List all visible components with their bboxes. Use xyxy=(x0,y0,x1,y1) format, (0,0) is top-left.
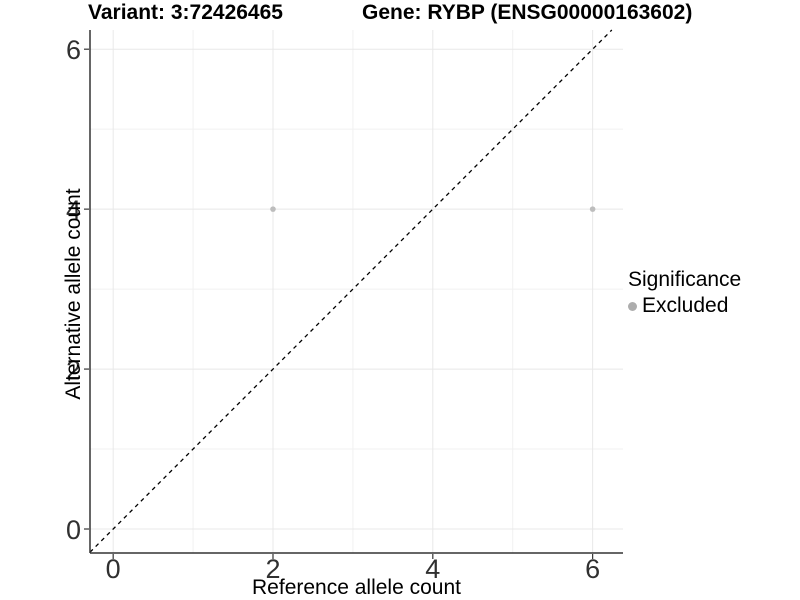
y-tick-label: 2 xyxy=(66,355,81,385)
legend-item-excluded: Excluded xyxy=(628,294,741,318)
x-tick-label: 0 xyxy=(106,554,121,584)
plot-title-gene: Gene: RYBP (ENSG00000163602) xyxy=(362,1,693,24)
y-tick-label: 0 xyxy=(66,515,81,545)
y-tick-label: 4 xyxy=(66,195,81,225)
y-tick-label: 6 xyxy=(66,35,81,65)
x-axis-title: Reference allele count xyxy=(252,576,461,599)
legend-title: Significance xyxy=(628,268,742,291)
x-tick-label: 4 xyxy=(425,554,440,584)
legend: Significance Excluded xyxy=(628,268,741,318)
y-axis-title: Alternative allele count xyxy=(62,188,85,400)
data-point xyxy=(270,206,276,212)
plot-title-variant: Variant: 3:72426465 xyxy=(88,1,283,24)
legend-item-label: Excluded xyxy=(642,294,729,317)
x-tick-label: 2 xyxy=(265,554,280,584)
data-point xyxy=(589,206,596,212)
x-tick-label: 6 xyxy=(585,554,600,584)
excluded-point-icon xyxy=(628,301,637,311)
identity-dashed-line xyxy=(89,29,613,553)
